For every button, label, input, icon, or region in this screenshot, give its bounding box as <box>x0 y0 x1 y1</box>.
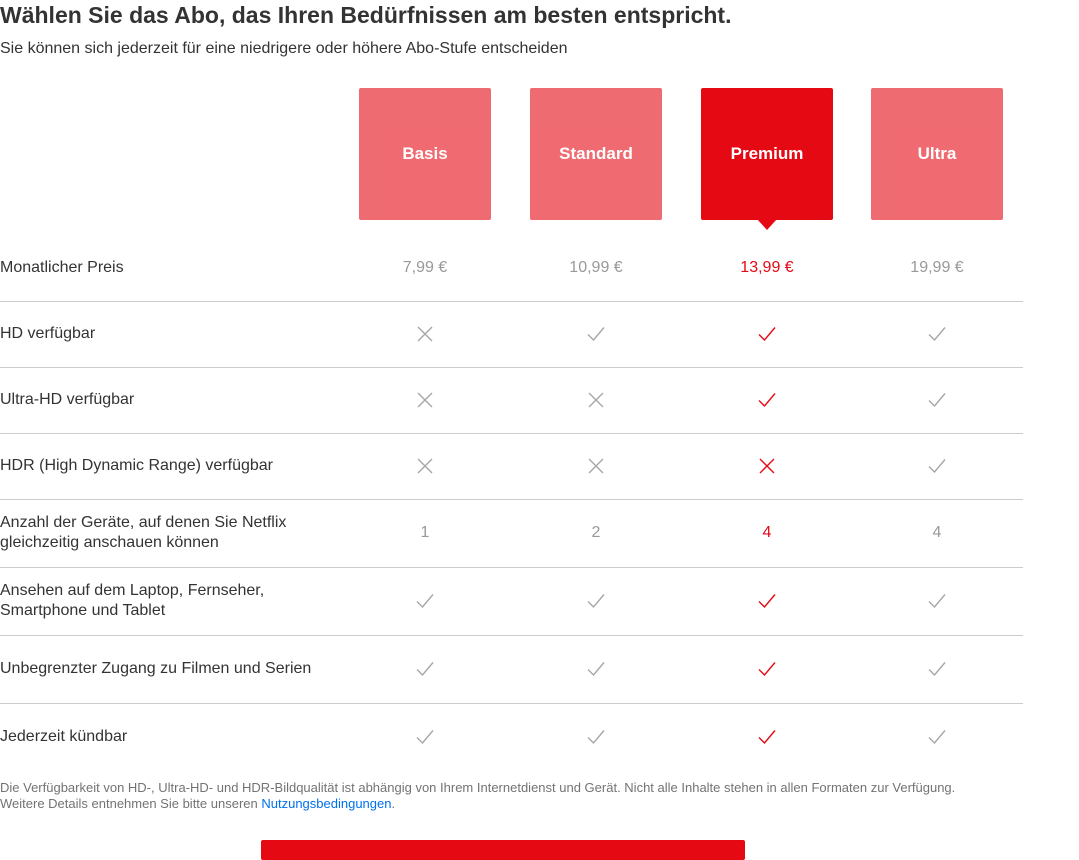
row-label: Ultra-HD verfügbar <box>0 391 135 408</box>
table-row: Ansehen auf dem Laptop, Fernseher, Smart… <box>0 567 1023 636</box>
row-label: Jederzeit kündbar <box>0 728 128 745</box>
row-value <box>530 567 662 635</box>
row-value <box>359 367 491 433</box>
plan-label: Basis <box>402 144 448 163</box>
table-row: HD verfügbar <box>0 301 1023 368</box>
row-value <box>359 567 491 635</box>
row-value <box>871 635 1003 703</box>
footnote: Die Verfügbarkeit von HD-, Ultra-HD- und… <box>0 780 1000 812</box>
row-value <box>701 703 833 771</box>
row-value <box>701 567 833 635</box>
row-label: Ansehen auf dem Laptop, Fernseher, Smart… <box>0 582 265 619</box>
row-label: Unbegrenzter Zugang zu Filmen und Serien <box>0 660 312 677</box>
row-value-text: 13,99 € <box>740 259 794 276</box>
row-value <box>359 301 491 367</box>
row-value <box>701 367 833 433</box>
row-value <box>359 635 491 703</box>
row-value-text: 4 <box>762 524 772 541</box>
plan-ultra[interactable]: Ultra <box>871 88 1003 220</box>
cross-icon <box>417 458 433 474</box>
row-value-text: 10,99 € <box>569 259 623 276</box>
cross-icon <box>417 392 433 408</box>
row-value: 13,99 € <box>701 235 833 301</box>
check-icon <box>928 327 946 342</box>
check-icon <box>928 594 946 609</box>
row-value-text: 2 <box>591 524 601 541</box>
row-value-text: 7,99 € <box>402 259 448 276</box>
table-row: Unbegrenzter Zugang zu Filmen und Serien <box>0 635 1023 704</box>
row-value <box>359 703 491 771</box>
terms-link[interactable]: Nutzungsbedingungen <box>261 796 392 811</box>
footnote-suffix: . <box>391 796 396 811</box>
check-icon <box>928 662 946 677</box>
row-value <box>701 433 833 499</box>
row-value <box>871 703 1003 771</box>
row-label: HDR (High Dynamic Range) verfügbar <box>0 457 273 474</box>
row-value <box>871 301 1003 367</box>
row-value <box>530 703 662 771</box>
check-icon <box>758 594 776 609</box>
plan-label: Premium <box>730 144 804 163</box>
row-value <box>871 433 1003 499</box>
plan-basis[interactable]: Basis <box>359 88 491 220</box>
page-subtitle: Sie können sich jederzeit für eine niedr… <box>0 40 568 57</box>
row-label: Anzahl der Geräte, auf denen Sie Netflix… <box>0 514 287 551</box>
row-value <box>530 635 662 703</box>
page-title: Wählen Sie das Abo, das Ihren Bedürfniss… <box>0 2 732 28</box>
row-value-text: 4 <box>932 524 942 541</box>
row-value <box>530 433 662 499</box>
check-icon <box>416 662 434 677</box>
plan-label: Ultra <box>917 144 957 163</box>
table-row: Monatlicher Preis 7,99 € 10,99 € 13,99 € 19,… <box>0 235 1023 302</box>
check-icon <box>758 730 776 745</box>
check-icon <box>587 327 605 342</box>
table-row: HDR (High Dynamic Range) verfügbar <box>0 433 1023 500</box>
row-value-text: 1 <box>420 524 430 541</box>
row-value: 19,99 € <box>871 235 1003 301</box>
check-icon <box>758 662 776 677</box>
check-icon <box>928 730 946 745</box>
selected-plan-indicator <box>757 219 777 230</box>
continue-button[interactable] <box>261 840 745 860</box>
check-icon <box>758 393 776 408</box>
cross-icon <box>417 326 433 342</box>
cross-icon <box>588 458 604 474</box>
table-row: Anzahl der Geräte, auf denen Sie Netflix… <box>0 499 1023 568</box>
row-value: 4 <box>701 499 833 567</box>
row-value: 4 <box>871 499 1003 567</box>
row-value <box>530 367 662 433</box>
cross-icon <box>759 458 775 474</box>
check-icon <box>587 662 605 677</box>
check-icon <box>928 393 946 408</box>
check-icon <box>928 459 946 474</box>
row-value <box>871 567 1003 635</box>
check-icon <box>758 327 776 342</box>
row-label: Monatlicher Preis <box>0 259 124 276</box>
row-value-text: 19,99 € <box>910 259 964 276</box>
row-value: 2 <box>530 499 662 567</box>
row-value: 10,99 € <box>530 235 662 301</box>
row-label: HD verfügbar <box>0 325 96 342</box>
check-icon <box>587 730 605 745</box>
table-row: Jederzeit kündbar <box>0 703 1023 771</box>
row-value <box>359 433 491 499</box>
row-value: 1 <box>359 499 491 567</box>
plan-label: Standard <box>559 144 633 163</box>
plan-premium[interactable]: Premium <box>701 88 833 220</box>
row-value <box>871 367 1003 433</box>
row-value <box>701 635 833 703</box>
row-value <box>530 301 662 367</box>
row-value <box>701 301 833 367</box>
plan-standard[interactable]: Standard <box>530 88 662 220</box>
check-icon <box>587 594 605 609</box>
check-icon <box>416 730 434 745</box>
cross-icon <box>588 392 604 408</box>
row-value: 7,99 € <box>359 235 491 301</box>
footnote-text: Die Verfügbarkeit von HD-, Ultra-HD- und… <box>0 780 956 811</box>
check-icon <box>416 594 434 609</box>
table-row: Ultra-HD verfügbar <box>0 367 1023 434</box>
